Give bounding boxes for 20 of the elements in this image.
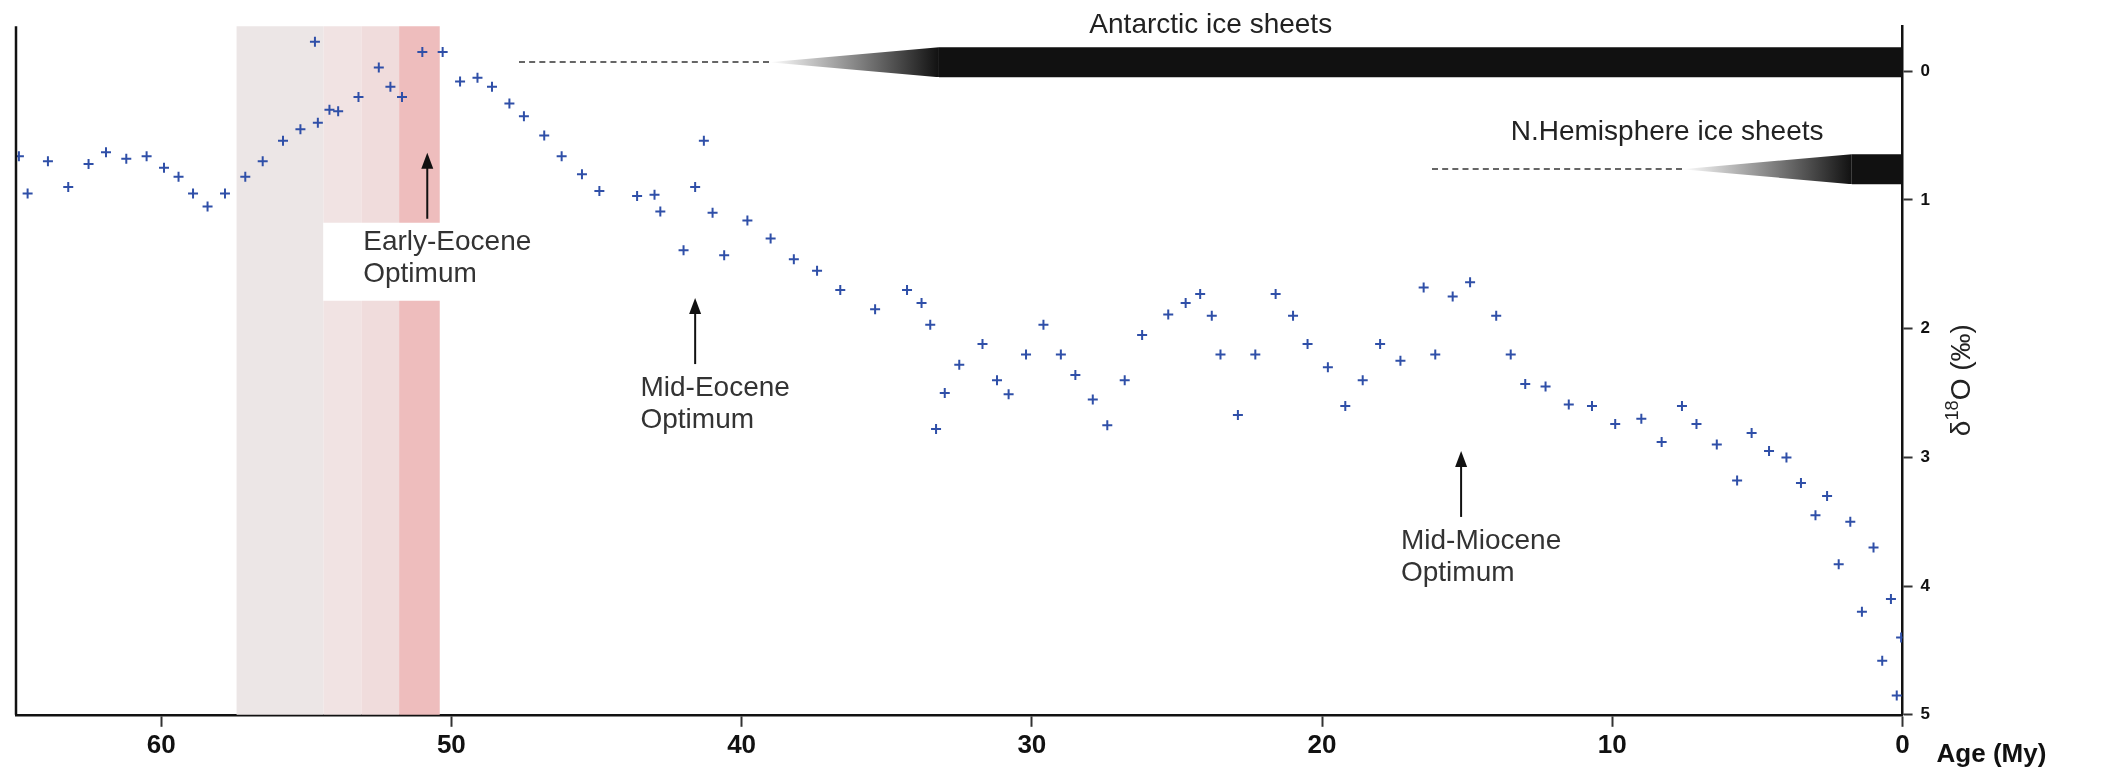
y-tick-label: 2 [1920,318,1931,338]
annotation: Mid-Miocene Optimum [1400,523,1562,587]
y-tick-label: 1 [1920,189,1931,209]
x-axis-title: Age (My) [1936,737,2047,768]
x-tick-label: 20 [1307,728,1337,759]
band-label: N.Hemisphere ice sheets [1510,114,1824,146]
y-tick-label: 3 [1920,447,1931,467]
x-tick-label: 0 [1895,728,1910,759]
x-tick-label: 50 [436,728,466,759]
annotation: Mid-Eocene Optimum [640,370,790,434]
annotation: Early-Eocene Optimum [363,225,532,289]
y-axis-title: δ18O (‰) [1941,324,1977,437]
x-tick-label: 30 [1017,728,1047,759]
band-label: Antarctic ice sheets [1089,7,1333,39]
x-tick-label: 40 [727,728,757,759]
x-tick-label: 60 [146,728,176,759]
x-tick-label: 10 [1597,728,1627,759]
y-tick-label: 0 [1920,60,1931,80]
y-tick-label: 5 [1920,704,1931,724]
y-tick-label: 4 [1920,575,1931,595]
